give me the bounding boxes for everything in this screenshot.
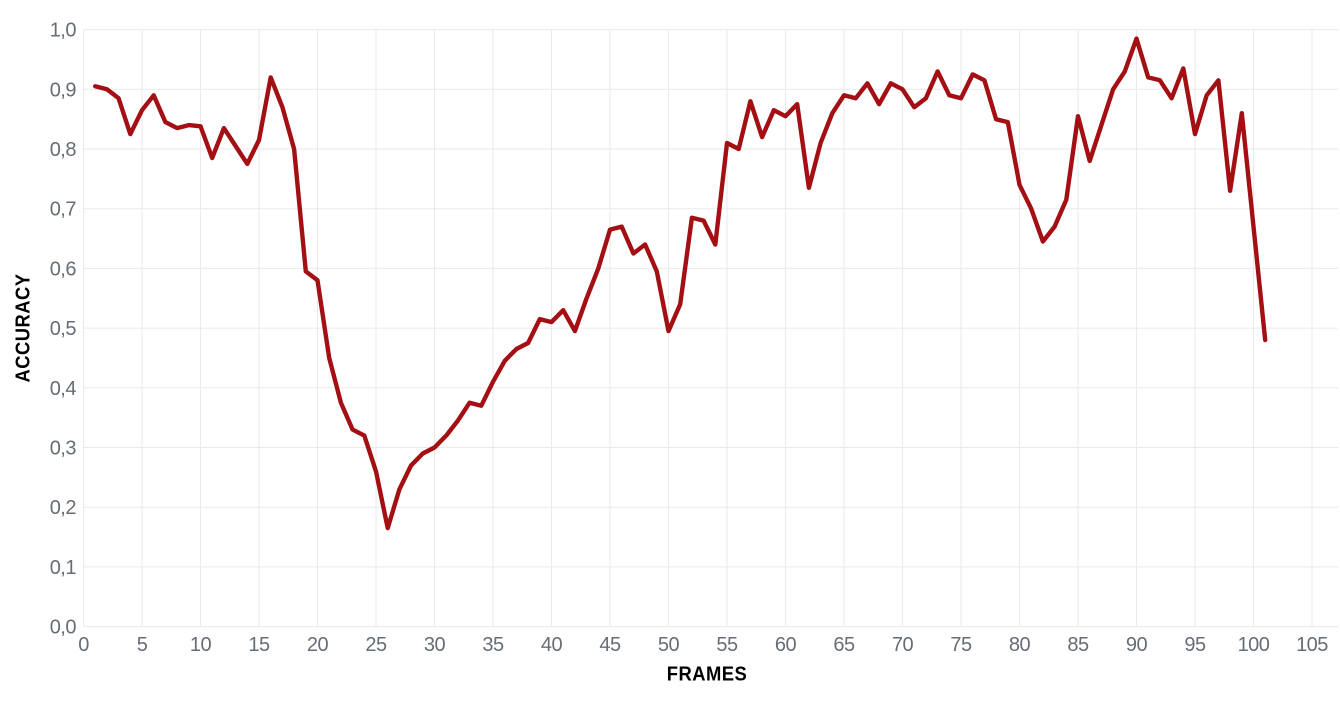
x-axis-title: FRAMES xyxy=(666,663,748,686)
x-tick-label: 20 xyxy=(307,634,329,656)
y-tick-label: 0,9 xyxy=(50,79,77,101)
y-tick-label: 0,7 xyxy=(50,199,77,221)
y-tick-label: 1,0 xyxy=(50,20,77,42)
x-tick-label: 85 xyxy=(1067,634,1089,656)
x-tick-label: 100 xyxy=(1238,634,1270,656)
x-tick-label: 25 xyxy=(365,634,387,656)
x-tick-label: 10 xyxy=(190,634,212,656)
x-tick-label: 50 xyxy=(658,634,680,656)
x-tick-label: 70 xyxy=(892,634,914,656)
x-tick-label: 65 xyxy=(833,634,855,656)
y-axis-title: ACCURACY xyxy=(12,273,35,383)
y-tick-label: 0,0 xyxy=(50,617,77,639)
x-tick-label: 75 xyxy=(950,634,972,656)
y-tick-label: 0,2 xyxy=(50,497,77,519)
y-tick-label: 0,6 xyxy=(50,258,77,280)
y-tick-label: 0,4 xyxy=(50,378,77,400)
y-tick-label: 0,1 xyxy=(50,557,77,579)
x-tick-label: 15 xyxy=(248,634,270,656)
x-tick-label: 105 xyxy=(1296,634,1328,656)
accuracy-line-series xyxy=(92,36,1268,531)
x-tick-label: 90 xyxy=(1126,634,1148,656)
x-tick-label: 40 xyxy=(541,634,563,656)
y-tick-label: 0,5 xyxy=(50,318,77,340)
x-tick-label: 0 xyxy=(78,634,89,656)
x-tick-label: 45 xyxy=(599,634,621,656)
y-tick-label: 0,8 xyxy=(50,139,77,161)
x-tick-label: 35 xyxy=(482,634,504,656)
x-tick-label: 80 xyxy=(1009,634,1031,656)
x-tick-label: 5 xyxy=(137,634,148,656)
x-tick-label: 55 xyxy=(716,634,738,656)
x-tick-label: 60 xyxy=(775,634,797,656)
x-tick-label: 95 xyxy=(1184,634,1206,656)
y-tick-label: 0,3 xyxy=(50,438,77,460)
x-tick-label: 30 xyxy=(424,634,446,656)
